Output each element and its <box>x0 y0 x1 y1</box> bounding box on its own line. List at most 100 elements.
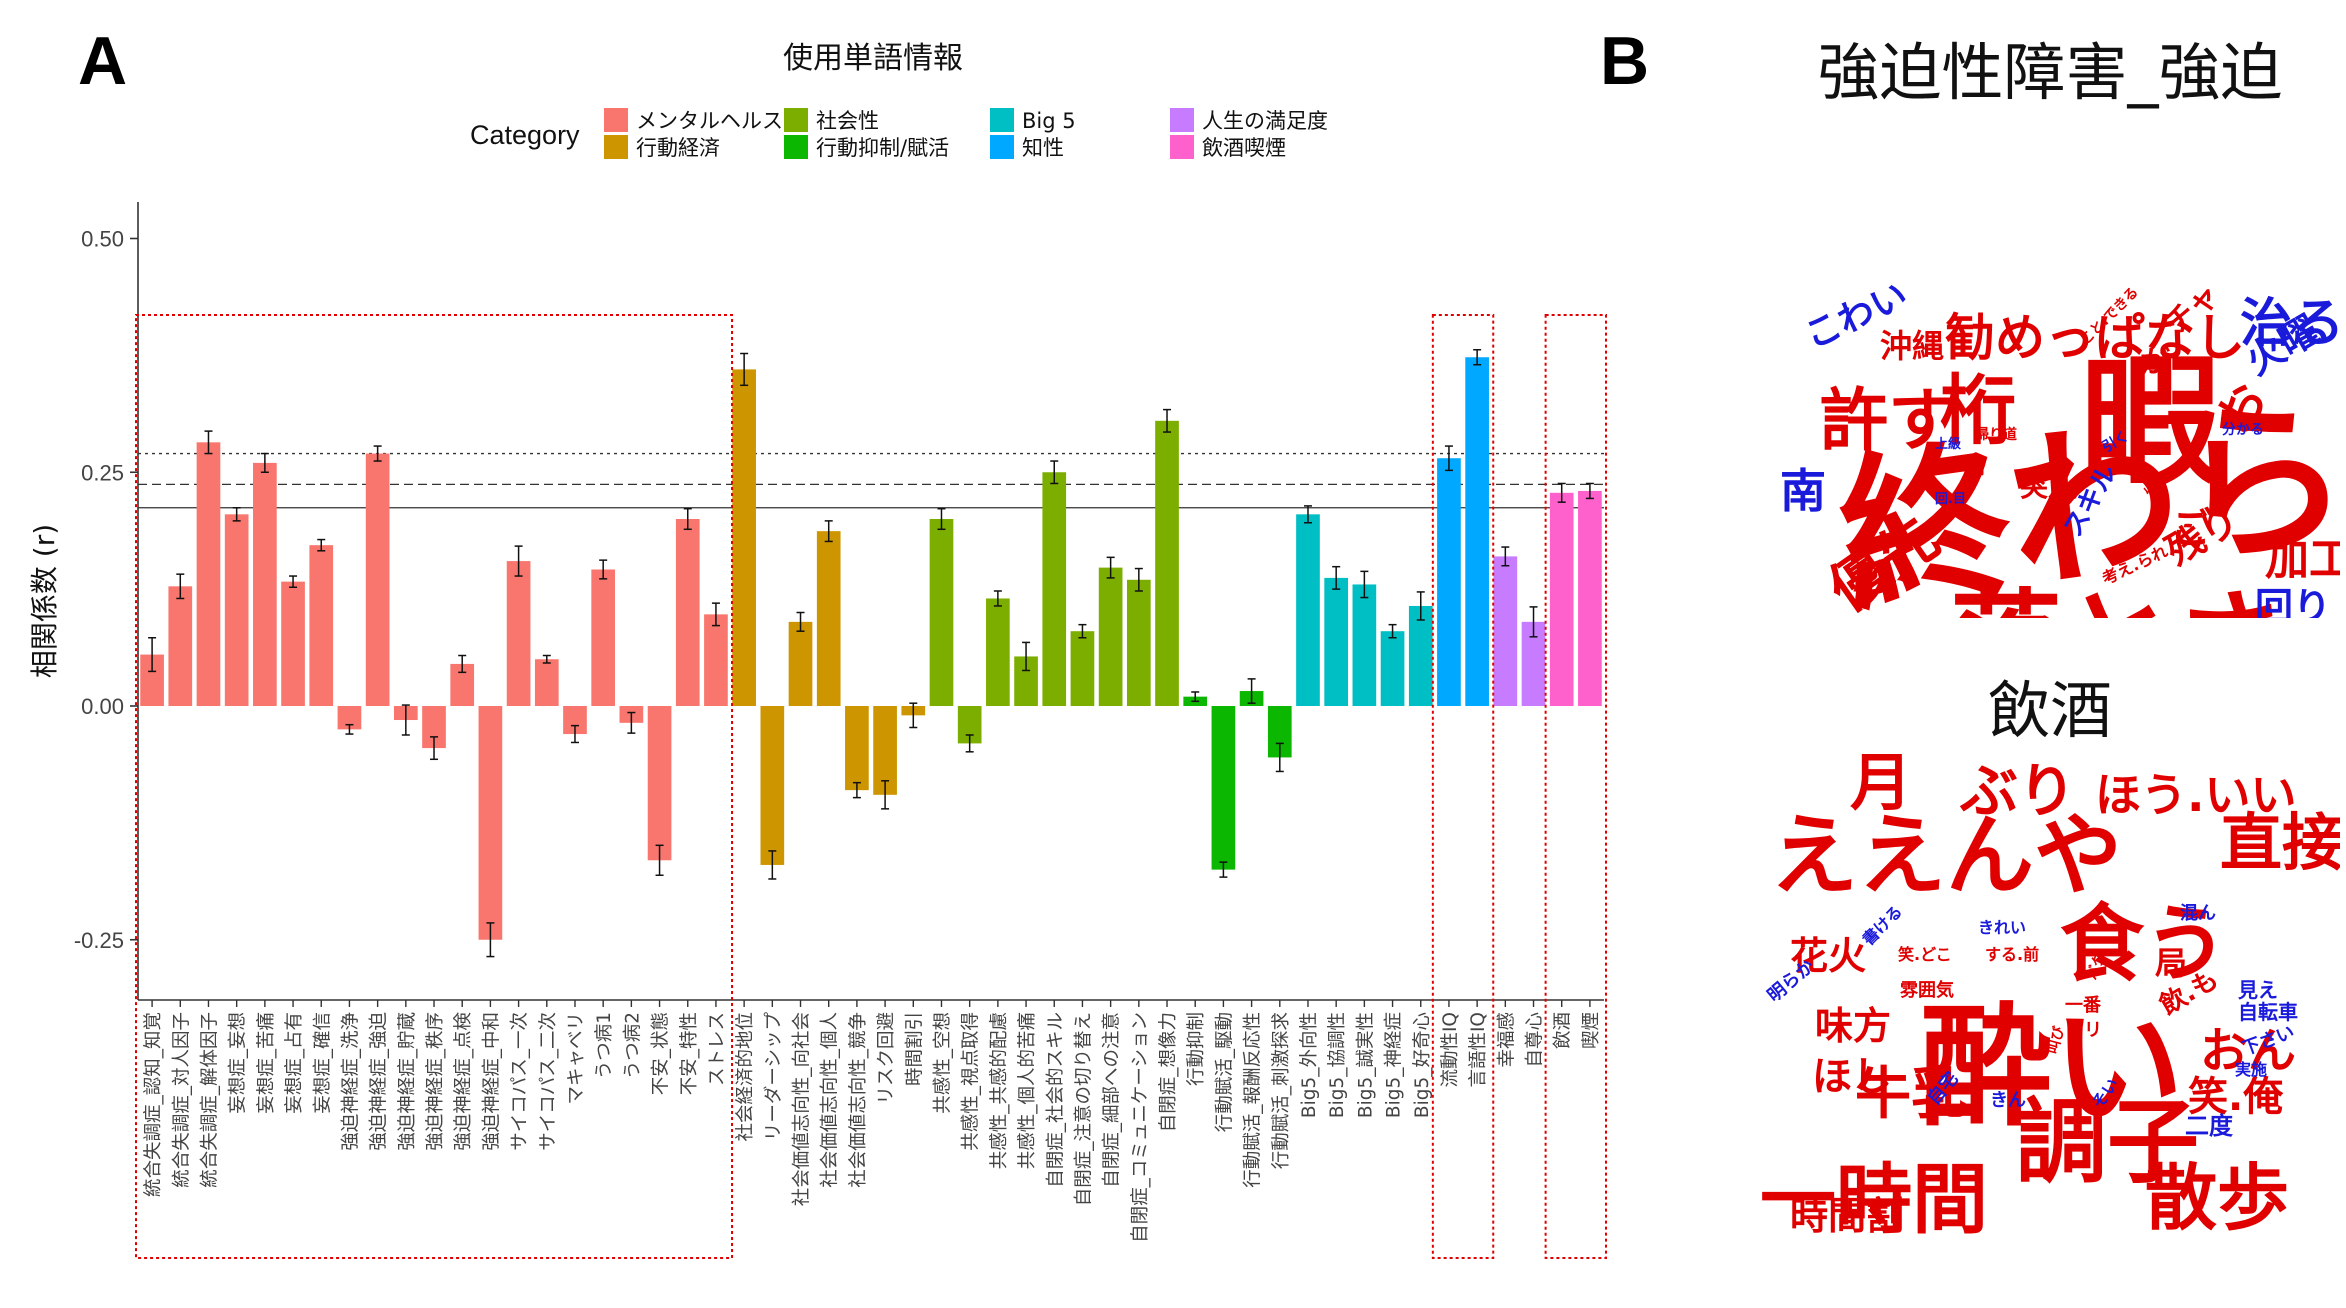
legend-swatch <box>1170 108 1194 132</box>
cloud-word: 落とさ <box>1950 588 2286 618</box>
y-tick-label: 0.50 <box>81 227 124 252</box>
bar <box>140 654 164 706</box>
legend-label: 行動抑制/賦活 <box>816 136 949 160</box>
legend-swatch <box>990 135 1014 159</box>
cloud-word: 時間割 <box>1790 1194 1905 1238</box>
panel-b-label: B <box>1600 23 1650 99</box>
x-tick-label: ストレス <box>707 1012 728 1086</box>
cloud-word: 二度 <box>2185 1112 2233 1140</box>
x-tick-label: 共感性_個人的苦痛 <box>1017 1012 1038 1169</box>
bar <box>309 545 334 706</box>
y-tick-label: 0.25 <box>81 460 124 485</box>
highlight-box <box>135 314 734 1259</box>
bar <box>1155 420 1179 706</box>
bar <box>1578 490 1602 706</box>
x-tick-label: 自閉症_社会的スキル <box>1045 1012 1066 1188</box>
bar <box>788 621 813 706</box>
x-tick-label: 強迫神経症_強迫 <box>369 1012 390 1151</box>
cloud-word: 局 <box>2155 944 2188 982</box>
x-tick-label: 統合失調症_対人因子 <box>171 1012 192 1188</box>
bar <box>450 663 475 706</box>
cloud-word: 上級 <box>1935 437 1962 452</box>
bar <box>1042 472 1067 706</box>
bar <box>281 581 305 706</box>
legend-title: Category <box>470 120 580 150</box>
x-tick-label: Big5_協調性 <box>1327 1012 1348 1118</box>
x-tick-label: 行動賦活_報酬反応性 <box>1243 1012 1264 1188</box>
x-tick-label: リスク回避 <box>876 1012 897 1105</box>
bar <box>675 519 700 706</box>
x-tick-label: 妄想症_苦痛 <box>256 1012 277 1114</box>
cloud-word: 分かる <box>2222 422 2264 438</box>
legend-label: 行動経済 <box>636 136 720 160</box>
x-tick-label: 自閉症_細部への注意 <box>1102 1012 1123 1188</box>
x-tick-label: 行動賦活_駆動 <box>1214 1012 1235 1132</box>
bar <box>873 706 897 795</box>
x-tick-label: Big5_神経症 <box>1384 1012 1405 1118</box>
bar <box>1014 656 1038 706</box>
x-tick-label: 社会価値志向性_個人 <box>820 1012 841 1188</box>
cloud-word: ご <box>2170 504 2213 553</box>
x-tick-label: Big5_好奇心 <box>1412 1012 1433 1118</box>
x-tick-label: 不安_状態 <box>651 1012 672 1095</box>
bar <box>365 453 390 706</box>
bar <box>1070 631 1095 706</box>
panel-a-label: A <box>78 23 128 99</box>
cloud-word: 暇 <box>2080 341 2221 504</box>
x-tick-label: うつ病1 <box>594 1012 615 1079</box>
bar <box>1098 567 1123 706</box>
bar <box>647 706 672 861</box>
bar <box>224 514 249 706</box>
legend-swatch <box>784 135 808 159</box>
x-tick-label: 行動抑制 <box>1186 1012 1207 1086</box>
y-tick-label: -0.25 <box>74 928 124 953</box>
wordcloud-drinking: 酔い 調子 食う ええんや 一時間 散歩 直接 月ぶり ほう.いい 牛乳 おん 時間割 花火 味方 ほし 笑.… <box>1760 752 2340 1292</box>
x-tick-label: 妄想症_占有 <box>284 1012 305 1114</box>
bar <box>986 598 1010 706</box>
cloud-word: ゴリ <box>2066 1020 2102 1041</box>
cloud-word: 加工 <box>2265 534 2340 585</box>
highlight-box <box>1431 314 1495 1259</box>
cloud-word: 編 <box>1970 462 1984 478</box>
cloud-word: 実施 <box>2235 1060 2268 1079</box>
chart-title: 使用単語情報 <box>783 41 963 76</box>
y-tick-label: 0.00 <box>81 694 124 719</box>
legend-swatch <box>1170 135 1194 159</box>
x-tick-label: 共感性_視点取得 <box>961 1012 982 1151</box>
x-tick-label: 不安_特性 <box>679 1012 700 1095</box>
cloud-word: 南 <box>1780 464 1826 518</box>
bar <box>732 369 756 706</box>
bar <box>1521 621 1546 706</box>
bar <box>845 706 869 791</box>
cloud-word: きれい <box>1978 918 2027 937</box>
bar <box>1465 357 1489 706</box>
x-tick-label: 統合失調症_認知_知覚 <box>143 1012 164 1197</box>
legend-swatch <box>604 108 628 132</box>
bar <box>929 519 954 706</box>
bar <box>1296 514 1320 706</box>
cloud-word: 勧めっぱなし <box>1945 309 2245 367</box>
bar <box>478 706 503 940</box>
cloud-word: きん <box>1990 1090 2026 1111</box>
x-tick-label: 強迫神経症_中和 <box>481 1012 502 1151</box>
cloud-word: 月 <box>1850 752 1913 819</box>
cloud-word: する.前 <box>1985 945 2040 964</box>
x-tick-label: 幸福感 <box>1496 1012 1517 1068</box>
x-tick-label: Big5_外向性 <box>1299 1012 1320 1118</box>
bar <box>704 614 728 706</box>
cloud-word: 一番 <box>2065 995 2101 1016</box>
x-tick-label: 強迫神経症_秩序 <box>425 1012 446 1151</box>
bar <box>1493 556 1518 706</box>
highlight-box <box>1544 314 1607 1259</box>
bar <box>168 586 193 706</box>
x-tick-label: 共感性_共感的配慮 <box>989 1012 1010 1169</box>
cloud-word: ほし <box>1812 1054 1892 1100</box>
wordcloud-title-ocd: 強迫性障害_強迫 <box>1817 36 2283 109</box>
bar <box>1437 458 1461 706</box>
x-tick-label: 妄想症_妄想 <box>228 1012 249 1114</box>
bar <box>1549 492 1574 706</box>
bar <box>816 531 841 706</box>
bar <box>1211 706 1236 870</box>
x-tick-label: マキャベリ <box>566 1012 587 1105</box>
